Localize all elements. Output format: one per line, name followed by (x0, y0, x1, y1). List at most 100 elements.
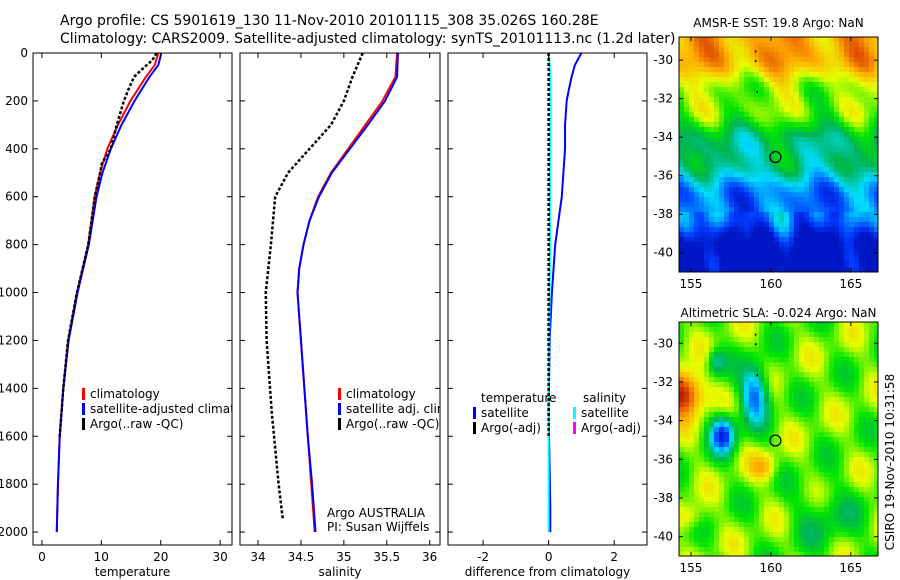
map-cell (679, 487, 685, 493)
map-cell (694, 542, 700, 548)
map-cell (714, 372, 720, 378)
map-cell (799, 167, 805, 173)
map-cell (734, 92, 740, 98)
map-cell (864, 482, 870, 488)
map-cell (869, 42, 875, 48)
map-cell (774, 337, 780, 343)
map-cell (814, 187, 820, 193)
map-cell (779, 322, 785, 328)
map-cell (849, 242, 855, 248)
map-cell (729, 542, 735, 548)
map-cell (699, 472, 705, 478)
map-cell (794, 447, 800, 453)
map-cell (689, 157, 695, 163)
map-cell (819, 107, 825, 113)
map-cell (809, 482, 815, 488)
map-cell (829, 197, 835, 203)
map-cell (824, 547, 830, 553)
map-cell (679, 67, 685, 73)
map-cell (824, 122, 830, 128)
map-cell (684, 157, 690, 163)
map-cell (844, 432, 850, 438)
map-cell (779, 207, 785, 213)
map-cell (824, 337, 830, 343)
map-cell (834, 67, 840, 73)
map-cell (699, 502, 705, 508)
map-cell (799, 47, 805, 53)
map-cell (794, 482, 800, 488)
map-cell (744, 217, 750, 223)
map-cell (714, 427, 720, 433)
map-cell (744, 362, 750, 368)
map-cell (679, 252, 685, 258)
map-cell (684, 517, 690, 523)
map-cell (689, 327, 695, 333)
map-cell (774, 117, 780, 123)
map-cell (729, 347, 735, 353)
map-cell (769, 67, 775, 73)
map-cell (809, 452, 815, 458)
map-cell (864, 122, 870, 128)
map-cell (794, 512, 800, 518)
map-cell (704, 537, 710, 543)
title-line-2: Climatology: CARS2009. Satellite-adjuste… (60, 31, 675, 47)
map-cell (749, 422, 755, 428)
map-cell (824, 527, 830, 533)
map-cell (819, 442, 825, 448)
map-cell (814, 257, 820, 263)
map-cell (844, 222, 850, 228)
map-cell (819, 267, 825, 273)
map-cell (859, 387, 865, 393)
map-cell (749, 457, 755, 463)
map-cell (744, 147, 750, 153)
map-cell (869, 352, 875, 358)
map-cell (749, 232, 755, 238)
map-cell (759, 252, 765, 258)
map-cell (749, 212, 755, 218)
x-axis-label: difference from climatology (465, 565, 631, 579)
map-cell (774, 92, 780, 98)
map-cell (774, 222, 780, 228)
map-cell (694, 357, 700, 363)
map-cell (864, 372, 870, 378)
map-cell (799, 532, 805, 538)
map-cell (709, 322, 715, 328)
map-cell (679, 82, 685, 88)
map-cell (724, 242, 730, 248)
map-cell (709, 432, 715, 438)
map-cell (824, 502, 830, 508)
map-cell (794, 397, 800, 403)
map-cell (839, 82, 845, 88)
y-tick-label: 2000 (0, 525, 28, 539)
map-cell (679, 477, 685, 483)
map-cell (679, 357, 685, 363)
map-cell (724, 442, 730, 448)
x-tick-label: 30 (212, 550, 227, 564)
map-cell (764, 212, 770, 218)
map-cell (859, 167, 865, 173)
map-cell (849, 127, 855, 133)
map-cell (754, 147, 760, 153)
map-cell (719, 342, 725, 348)
map-cell (679, 502, 685, 508)
track-point (756, 90, 759, 93)
map-cell (764, 222, 770, 228)
map-cell (744, 452, 750, 458)
map-cell (739, 352, 745, 358)
map-cell (684, 427, 690, 433)
map-cell (744, 472, 750, 478)
map-cell (694, 507, 700, 513)
map-cell (754, 397, 760, 403)
map-cell (709, 497, 715, 503)
map-cell (684, 117, 690, 123)
map-cell (799, 252, 805, 258)
map-cell (749, 467, 755, 473)
map-cell (804, 512, 810, 518)
map-cell (714, 197, 720, 203)
map-cell (714, 392, 720, 398)
map-cell (794, 542, 800, 548)
map-cell (859, 492, 865, 498)
map-cell (854, 472, 860, 478)
map-cell (869, 162, 875, 168)
map-cell (774, 507, 780, 513)
